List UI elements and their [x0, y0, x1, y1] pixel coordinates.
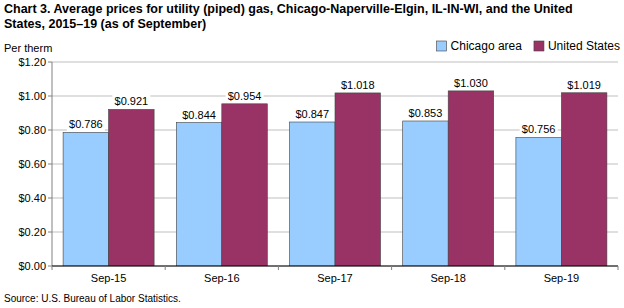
- data-label: $0.853: [409, 107, 443, 119]
- data-label: $0.954: [228, 90, 262, 102]
- data-label-bg: [67, 117, 105, 131]
- source-note: Source: U.S. Bureau of Labor Statistics.: [4, 293, 181, 304]
- x-tick-label: Sep-15: [91, 272, 126, 284]
- bar: [63, 132, 109, 266]
- y-tick-label: $1.00: [18, 90, 46, 102]
- x-tick: [165, 266, 166, 270]
- data-label-bg: [293, 107, 331, 121]
- legend-item: United States: [534, 39, 620, 53]
- data-label: $0.786: [69, 118, 103, 130]
- legend-swatch: [437, 41, 447, 51]
- data-label: $0.756: [522, 123, 556, 135]
- y-axis: [52, 62, 53, 266]
- y-tick-label: $0.00: [18, 260, 46, 272]
- y-tick: [48, 164, 52, 165]
- y-tick: [48, 130, 52, 131]
- data-label: $0.847: [295, 108, 329, 120]
- grid-line: [52, 62, 618, 63]
- data-label-bg: [112, 94, 150, 108]
- chart: $0.00 $0.20 $0.40 $0.60 $0.80 $1.00 $1.20 Per t…: [0, 0, 624, 308]
- x-tick: [618, 266, 619, 270]
- bar: [335, 93, 381, 266]
- x-tick-label: Sep-18: [430, 272, 465, 284]
- bar: [176, 123, 222, 266]
- data-label: $1.018: [341, 79, 375, 91]
- x-tick-label: Sep-17: [317, 272, 352, 284]
- x-tick: [391, 266, 392, 270]
- bar: [403, 121, 449, 266]
- legend: Chicago area United States: [437, 39, 620, 53]
- legend-label: Chicago area: [451, 39, 523, 53]
- data-label-bg: [339, 78, 377, 92]
- grid-line: [52, 266, 618, 267]
- x-tick: [504, 266, 505, 270]
- y-tick-label: $0.20: [18, 226, 46, 238]
- data-label-bg: [452, 76, 490, 90]
- legend-item: Chicago area: [437, 39, 523, 53]
- data-label: $1.019: [567, 79, 601, 91]
- data-label-bg: [406, 106, 444, 120]
- data-label-bg: [520, 122, 558, 136]
- data-label: $1.030: [454, 77, 488, 89]
- data-label: $0.844: [182, 109, 216, 121]
- y-tick-label: $1.20: [18, 56, 46, 68]
- y-tick: [48, 232, 52, 233]
- data-label-bg: [565, 78, 603, 92]
- bar: [516, 137, 562, 266]
- chart-title: Chart 3. Average prices for utility (pip…: [4, 2, 604, 32]
- bar: [561, 93, 607, 266]
- data-label-bg: [226, 89, 264, 103]
- data-label-bg: [180, 108, 218, 122]
- y-tick-label: $0.60: [18, 158, 46, 170]
- bar: [222, 104, 267, 266]
- data-labels: $0.786 $0.844 $0.847 $0.853 $0.756 $0.921 $0.9…: [67, 76, 603, 137]
- x-tick-label: Sep-16: [204, 272, 239, 284]
- y-axis-label: Per therm: [4, 42, 52, 54]
- y-tick: [48, 266, 52, 267]
- y-tick: [48, 96, 52, 97]
- bar: [448, 91, 494, 266]
- data-label: $0.921: [115, 95, 149, 107]
- bar: [290, 122, 336, 266]
- y-tick-label: $0.40: [18, 192, 46, 204]
- x-tick: [278, 266, 279, 270]
- x-tick-label: Sep-19: [544, 272, 579, 284]
- bar: [109, 109, 155, 266]
- legend-swatch: [534, 41, 544, 51]
- y-tick: [48, 62, 52, 63]
- x-tick: [52, 266, 53, 270]
- plot-area: [52, 62, 618, 266]
- legend-label: United States: [548, 39, 620, 53]
- y-tick-label: $0.80: [18, 124, 46, 136]
- bars: [63, 91, 607, 266]
- x-axis: [52, 266, 618, 267]
- y-tick: [48, 198, 52, 199]
